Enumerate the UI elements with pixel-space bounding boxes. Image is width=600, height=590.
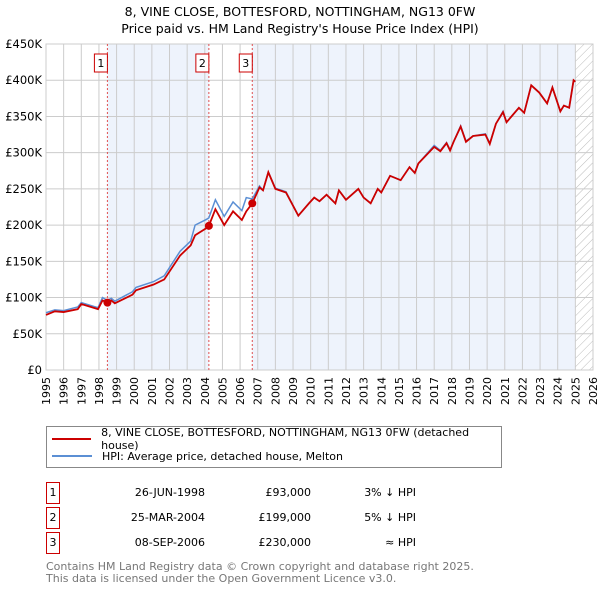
legend-swatch-red [52, 438, 92, 440]
sale-row: 3 08-SEP-2006 £230,000 ≈ HPI [46, 532, 446, 554]
sale-marker-number: 3 [242, 57, 249, 70]
sale-marker-label: 2 [46, 507, 60, 529]
x-tick-label: 2016 [411, 377, 424, 405]
sale-point [204, 221, 213, 230]
sale-marker-box [195, 53, 210, 73]
sale-price: £93,000 [265, 486, 312, 499]
x-tick-label: 2022 [516, 377, 529, 405]
x-tick-label: 2019 [463, 377, 476, 405]
chart-subtitle: Price paid vs. HM Land Registry's House … [121, 21, 479, 36]
x-tick-label: 2007 [252, 377, 265, 405]
x-tick-label: 2023 [534, 377, 547, 405]
sale-hpi-diff: 5% ↓ HPI [364, 511, 416, 524]
sale-marker-number: 2 [199, 57, 206, 70]
sale-date: 25-MAR-2004 [130, 511, 205, 524]
legend: 8, VINE CLOSE, BOTTESFORD, NOTTINGHAM, N… [46, 426, 502, 468]
sale-row: 1 26-JUN-1998 £93,000 3% ↓ HPI [46, 482, 446, 504]
y-tick-label: £0 [27, 363, 42, 377]
x-tick-label: 2018 [446, 377, 459, 405]
footer-line: This data is licensed under the Open Gov… [46, 572, 397, 585]
x-tick-label: 2006 [234, 377, 247, 405]
y-tick-label: £200K [5, 218, 42, 232]
sale-marker-box [238, 53, 253, 73]
legend-item-hpi: HPI: Average price, detached house, Melt… [47, 448, 343, 464]
x-tick-label: 2021 [499, 377, 512, 405]
x-tick-label: 2005 [216, 377, 229, 405]
x-tick-label: 2008 [269, 377, 282, 405]
x-tick-label: 2011 [322, 377, 335, 405]
future-hatch [575, 44, 593, 370]
sale-hpi-diff: 3% ↓ HPI [364, 486, 416, 499]
y-tick-label: £50K [13, 327, 43, 341]
attribution: Contains HM Land Registry data © Crown c… [46, 561, 474, 585]
legend-swatch-blue [52, 455, 92, 457]
legend-item-property: 8, VINE CLOSE, BOTTESFORD, NOTTINGHAM, N… [47, 426, 501, 452]
x-tick-label: 2002 [164, 377, 177, 405]
sale-marker-number: 1 [97, 57, 104, 70]
y-tick-label: £150K [5, 254, 42, 268]
x-tick-label: 2014 [375, 377, 388, 405]
x-tick-label: 2026 [587, 377, 600, 405]
x-tick-label: 1999 [111, 377, 124, 405]
x-tick-label: 1996 [58, 377, 71, 405]
legend-label: HPI: Average price, detached house, Melt… [102, 449, 343, 463]
x-tick-label: 2017 [428, 377, 441, 405]
x-tick-label: 1998 [93, 377, 106, 405]
footer-line: Contains HM Land Registry data © Crown c… [46, 560, 474, 573]
x-tick-label: 2001 [146, 377, 159, 405]
sale-marker-box [93, 53, 108, 73]
price-chart: 1995 1996 1997 1998 1999 2000 2001 2002 2003 2004… [5, 37, 600, 405]
y-tick-label: £250K [5, 182, 42, 196]
shaded-period [252, 44, 576, 370]
x-tick-label: 2015 [393, 377, 406, 405]
x-tick-label: 2024 [552, 377, 565, 405]
y-tick-label: £400K [5, 73, 42, 87]
x-tick-label: 2003 [181, 377, 194, 405]
x-tick-label: 2013 [358, 377, 371, 405]
x-tick-label: 1995 [40, 377, 53, 405]
y-tick-label: £300K [5, 146, 42, 160]
x-tick-label: 1997 [75, 377, 88, 405]
sale-point [103, 298, 112, 307]
x-tick-label: 2004 [199, 377, 212, 405]
sale-marker-label: 1 [46, 482, 60, 504]
x-tick-label: 2010 [305, 377, 318, 405]
y-tick-label: £350K [5, 109, 42, 123]
y-tick-label: £450K [5, 37, 42, 51]
y-tick-label: £100K [5, 291, 42, 305]
sale-price: £199,000 [258, 511, 312, 524]
x-tick-label: 2020 [481, 377, 494, 405]
x-tick-label: 2025 [569, 377, 582, 405]
x-tick-label: 2012 [340, 377, 353, 405]
sale-date: 26-JUN-1998 [134, 486, 205, 499]
sale-marker-label: 3 [46, 532, 60, 554]
sale-point [248, 199, 257, 208]
sale-price: £230,000 [258, 536, 312, 549]
property-price-line [45, 78, 576, 316]
shaded-period [107, 44, 209, 370]
chart-title: 8, VINE CLOSE, BOTTESFORD, NOTTINGHAM, N… [124, 4, 476, 19]
sale-hpi-diff: ≈ HPI [385, 536, 416, 549]
legend-label: 8, VINE CLOSE, BOTTESFORD, NOTTINGHAM, N… [101, 426, 470, 452]
plot-border [45, 43, 594, 371]
x-tick-label: 2000 [128, 377, 141, 405]
sale-row: 2 25-MAR-2004 £199,000 5% ↓ HPI [46, 507, 446, 529]
x-tick-label: 2009 [287, 377, 300, 405]
sale-date: 08-SEP-2006 [134, 536, 205, 549]
